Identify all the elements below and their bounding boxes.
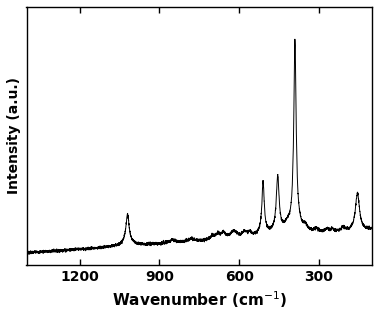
- Y-axis label: Intensity (a.u.): Intensity (a.u.): [7, 77, 21, 194]
- X-axis label: Wavenumber (cm$^{-1}$): Wavenumber (cm$^{-1}$): [112, 289, 287, 310]
